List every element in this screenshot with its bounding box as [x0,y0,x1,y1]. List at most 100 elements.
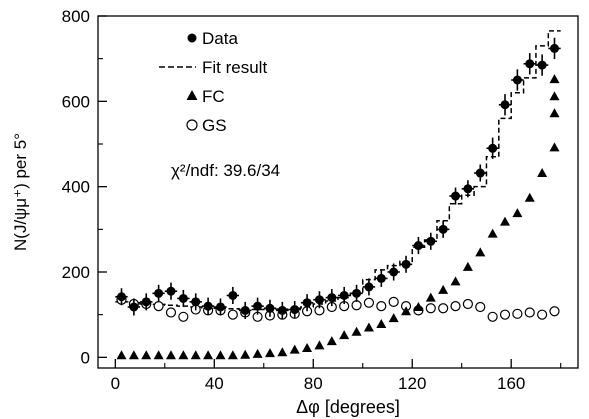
data-point [215,302,225,312]
data-point [277,305,287,315]
legend-label: GS [202,116,227,135]
y-tick-label: 200 [62,263,90,282]
gs-point [537,309,548,320]
fc-point [363,322,374,332]
gs-point [475,301,486,313]
legend-label: Data [202,29,238,48]
gs-point [512,308,523,319]
y-tick-label: 600 [62,92,90,111]
fc-point [227,350,238,360]
fc-point [190,350,201,360]
gs-point [227,309,238,320]
legend-gs-icon [186,119,198,131]
fc-point [549,74,560,84]
legend-data-icon [187,33,197,43]
data-point [413,241,423,251]
legend-label: Fit result [202,58,267,77]
fc-point [351,326,362,336]
fc-point [425,292,436,302]
fc-point [289,344,300,354]
gs-point [388,296,399,307]
x-tick-label: 160 [497,374,525,393]
fc-point [252,348,263,358]
data-point [154,288,164,298]
fc-point [549,108,560,118]
fc-point [376,319,387,329]
data-point [352,288,362,298]
fc-point [153,350,164,360]
axes [97,15,579,369]
fc-point [240,349,251,359]
plot-frame [97,15,579,369]
gs-point [425,303,436,314]
y-tick-label: 800 [62,7,90,26]
x-tick-label: 0 [111,374,120,393]
fc-point [178,350,189,360]
gs-point [363,297,375,308]
y-axis-label: N(J/ψμ⁺) per 5° [11,133,30,251]
legend-label: FC [202,87,225,106]
data-point [191,297,201,307]
y-tick-label: 0 [81,348,90,367]
fc-point [165,350,176,360]
data-point [512,75,522,85]
fc-point [401,306,412,316]
data-point [302,298,312,308]
fc-point [314,340,325,350]
data-point [290,305,300,315]
fc-point [326,336,337,346]
fc-point [203,350,214,360]
fc-point [277,347,288,357]
gs-point [450,301,461,312]
x-tick-label: 80 [304,374,323,393]
fc-point [413,301,424,311]
gs-point [499,309,511,320]
gs-point [524,307,535,318]
fc-point [475,247,486,257]
data-point [475,168,485,178]
fc-point [438,284,449,294]
data-point [549,43,559,53]
chi2-annotation: χ²/ndf: 39.6/34 [171,161,280,180]
data-point [438,224,448,234]
data-point [240,305,250,315]
data-point [339,290,349,300]
fc-point [524,192,535,202]
fc-point [512,208,523,218]
data-point [525,59,535,69]
data-point [129,302,139,312]
data-point [166,286,176,296]
gs-point [487,311,498,322]
x-tick-label: 120 [398,374,426,393]
data-point [463,184,473,194]
data-point [364,282,374,292]
fc-point [549,142,560,152]
data-point [389,267,399,277]
fc-point [302,342,313,352]
fc-point [537,168,548,178]
data-point [117,292,127,302]
data-point [426,236,436,246]
gs-point [165,307,177,318]
y-tick-label: 400 [62,178,90,197]
legend-fc-icon [186,90,198,100]
gs-point [549,306,560,317]
gs-point [351,300,362,311]
data-point [314,295,324,305]
data-point [228,290,238,300]
data-point [203,301,213,311]
fc-point [450,276,461,286]
ticks: 0 200 400 600 800 0 40 80 120 160 [62,7,562,393]
fc-point [215,350,226,360]
fc-point [141,350,152,360]
data-point [253,301,263,311]
fc-point [500,216,511,226]
data-point [265,303,275,313]
fc-point [462,261,473,271]
gs-point [462,298,473,310]
fc-point [339,330,350,340]
fc-point [116,350,127,360]
data-point [141,297,151,307]
data-point [537,60,547,70]
